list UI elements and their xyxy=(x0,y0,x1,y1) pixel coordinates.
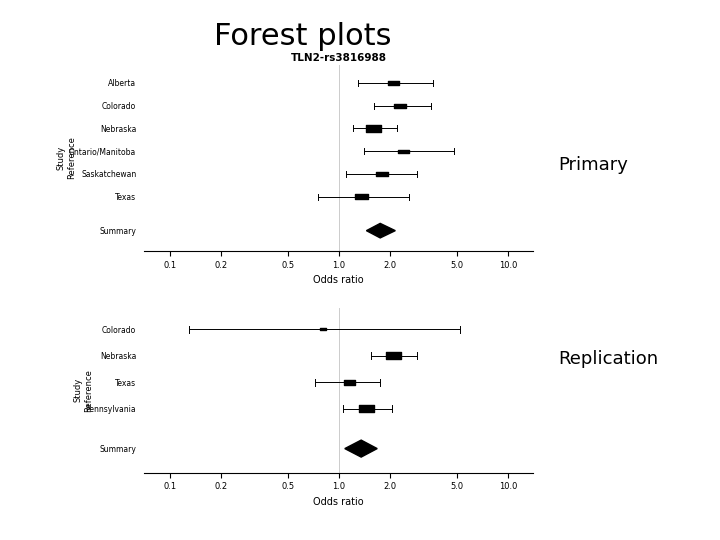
Text: Primary: Primary xyxy=(558,156,628,174)
Polygon shape xyxy=(366,224,395,238)
X-axis label: Odds ratio: Odds ratio xyxy=(313,275,364,285)
Text: Forest plots: Forest plots xyxy=(214,22,391,51)
Text: Replication: Replication xyxy=(558,350,658,368)
Title: TLN2-rs3816988: TLN2-rs3816988 xyxy=(290,52,387,63)
X-axis label: Odds ratio: Odds ratio xyxy=(313,497,364,507)
Y-axis label: Study
Reference: Study Reference xyxy=(57,137,76,179)
Polygon shape xyxy=(345,440,377,457)
Y-axis label: Study
Reference: Study Reference xyxy=(73,369,93,411)
